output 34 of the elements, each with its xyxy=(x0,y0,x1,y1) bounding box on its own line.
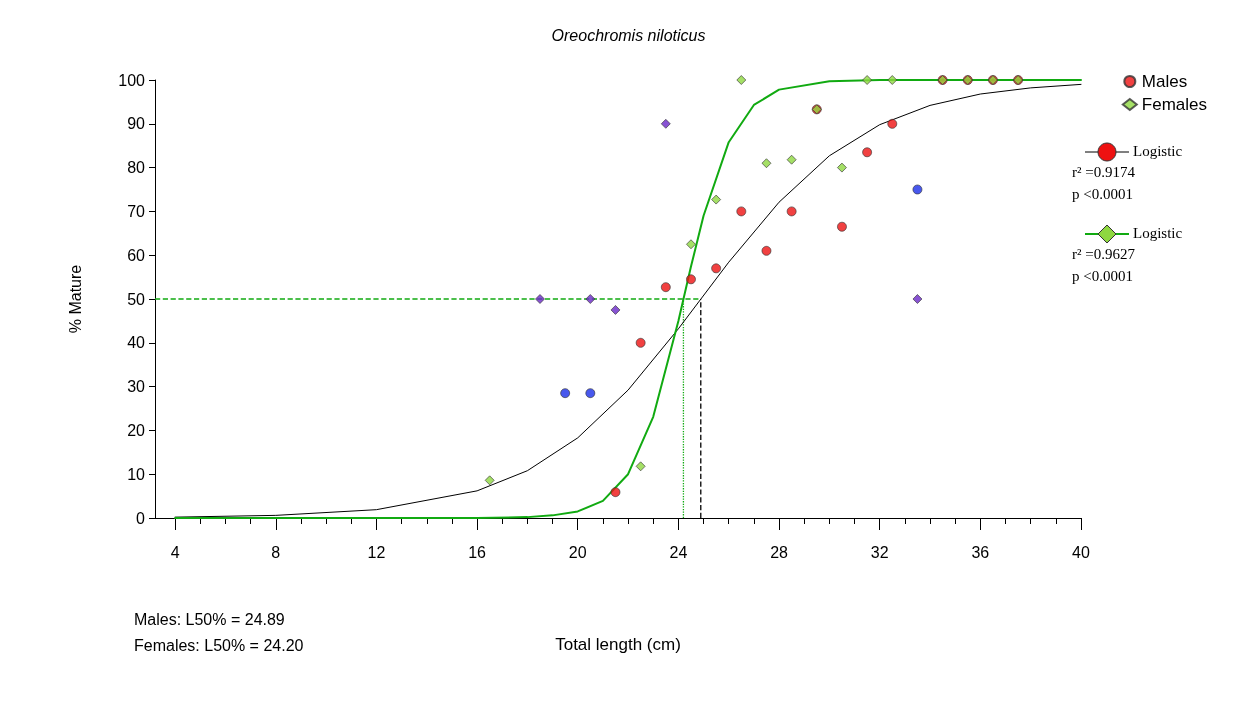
y-tick-label: 0 xyxy=(136,509,146,527)
x-tick-label: 32 xyxy=(870,543,889,561)
x-tick-label: 24 xyxy=(669,543,688,561)
legend-label: Logistic xyxy=(1133,142,1183,159)
x-tick-label: 16 xyxy=(468,543,487,561)
y-tick-label: 50 xyxy=(127,290,146,308)
y-tick-label: 90 xyxy=(127,115,146,133)
annotation: p <0.0001 xyxy=(1072,185,1133,202)
x-tick-label: 28 xyxy=(770,543,789,561)
legend-label: Males xyxy=(1141,72,1188,91)
text: Females: L50% = 24.20 xyxy=(134,636,304,654)
annotation: r² =0.9627 xyxy=(1072,245,1136,262)
legend-label: Females xyxy=(1141,95,1207,114)
x-axis-title: Total length (cm) xyxy=(555,635,681,654)
annotation: r² =0.9174 xyxy=(1072,163,1136,180)
x-tick-label: 8 xyxy=(271,543,281,561)
x-tick-label: 20 xyxy=(568,543,587,561)
chart-title: Oreochromis niloticus xyxy=(551,26,706,44)
x-tick-label: 36 xyxy=(971,543,990,561)
x-tick-label: 12 xyxy=(367,543,386,561)
y-axis-title: % Mature xyxy=(66,264,84,334)
x-tick-label: 40 xyxy=(1072,543,1090,561)
y-tick-label: 60 xyxy=(127,246,146,264)
x-tick-label: 4 xyxy=(170,543,180,561)
y-tick-label: 80 xyxy=(127,159,146,177)
y-tick-label: 100 xyxy=(118,71,146,89)
text: Males: L50% = 24.89 xyxy=(134,610,285,628)
y-tick-label: 40 xyxy=(127,334,146,352)
y-tick-label: 10 xyxy=(127,465,146,483)
y-tick-label: 20 xyxy=(127,421,146,439)
y-tick-label: 70 xyxy=(127,202,146,220)
y-tick-label: 30 xyxy=(127,378,146,396)
legend-label: Logistic xyxy=(1133,224,1183,241)
annotation: p <0.0001 xyxy=(1072,267,1133,284)
